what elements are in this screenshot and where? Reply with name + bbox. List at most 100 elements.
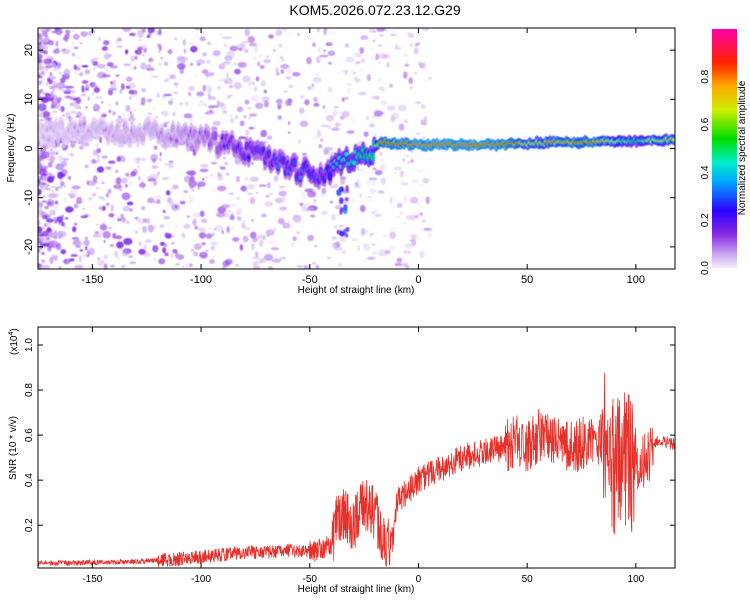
spectrogram-noise-cell [110,81,113,84]
spectrogram-noise-blob [251,243,255,251]
spectrogram-noise-cell [101,181,105,184]
spectrogram-noise-blob [313,96,318,103]
snr-x-tick-label: 50 [522,574,534,585]
spectrogram-noise-blob [87,266,96,269]
spectrogram-noise-blob [47,161,53,168]
spectrogram-noise-blob [69,188,79,193]
spectrogram-noise-blob [38,63,43,67]
spectrogram-noise-blob [38,249,41,253]
spectrogram-noise-cell [211,190,214,192]
spectrogram-noise-cell [159,224,164,228]
spectrogram-noise-cell [59,71,62,75]
spectrogram-noise-blob [80,215,88,219]
spectrogram-noise-cell [141,28,146,33]
spectrogram-noise-blob [377,190,385,194]
spectrogram-noise-cell [414,215,419,218]
spectrogram-noise-cell [147,112,152,115]
spectrogram-noise-blob [58,266,62,269]
spectrogram-noise-cell [374,132,378,137]
spectrogram-noise-blob [57,185,63,189]
spectrogram-noise-blob [247,107,251,110]
spectrogram-noise-cell [353,72,356,74]
spectrogram-noise-blob [357,244,361,251]
spectrogram-noise-blob [123,63,132,66]
spectrogram-noise-cell [250,81,253,85]
spectrogram-noise-blob [229,117,235,124]
spectrogram-noise-cell [97,257,100,260]
spectrogram-noise-blob [41,151,50,159]
spectrogram-noise-blob [135,49,142,55]
spectrogram-noise-blob [261,96,270,102]
spectrogram-noise-cell [137,165,140,169]
spectrogram-noise-cell [53,247,56,249]
spectrogram-noise-cell [359,68,363,72]
spectrogram-noise-blob [169,199,175,207]
spectrogram-noise-cell [219,33,223,36]
spectrogram-noise-blob [209,258,215,265]
spectrogram-noise-blob [108,54,113,57]
spectrogram-noise-cell [54,230,57,234]
spectrogram-noise-blob [410,234,418,240]
spectrogram-ridge-band [281,155,286,166]
spectrogram-noise-cell [202,52,207,57]
spectrogram-noise-blob [323,146,334,151]
spectrogram-noise-cell [183,49,186,53]
spectrogram-noise-blob [184,175,191,183]
spectrogram-noise-cell [177,144,181,147]
spectrogram-noise-blob [73,238,82,244]
spectrogram-noise-cell [357,179,359,183]
spectrogram-noise-cell [226,73,229,77]
spectrogram-noise-cell [171,242,174,245]
spectrogram-noise-cell [416,211,420,215]
spectrogram-noise-blob [191,187,195,192]
spectrogram-noise-cell [62,226,66,228]
spectrogram-noise-cell [371,49,374,51]
snr-y-tick-label: 0.2 [24,518,35,532]
spectrogram-noise-blob [396,202,403,209]
spectrogram-noise-cell [409,239,414,242]
spectrogram-noise-cell [195,35,198,38]
spectrogram-noise-cell [385,29,389,32]
spectrogram-noise-blob [179,66,184,74]
spectrogram-noise-blob [150,154,159,162]
spectrogram-ridge-band [327,171,333,182]
spectrogram-noise-cell [142,54,145,56]
spectrogram-noise-blob [236,175,240,183]
spectrogram-noise-blob [126,201,134,206]
spectrogram-noise-cell [106,202,110,206]
spectrogram-ridge-core [174,138,179,143]
spectrogram-noise-cell [42,226,45,230]
spectrogram-ridge-band [266,149,272,159]
spectrogram-noise-cell [355,78,361,83]
spectrogram-noise-cell [61,48,66,52]
spectrogram-noise-cell [121,265,125,269]
spectrogram-noise-cell [115,74,120,77]
spectrogram-noise-blob [237,216,242,221]
spectrogram-noise-blob [335,241,341,248]
spectrogram-noise-cell [55,231,58,233]
spectrogram-noise-blob [250,231,257,239]
spectrogram-noise-cell [42,200,47,203]
spectrogram-ridge-core [671,138,675,141]
spectrogram-noise-cell [81,90,85,93]
spectrogram-x-tick-label: -100 [190,274,212,286]
snr-y-tick-label: 0.6 [24,428,35,442]
spectrogram-noise-blob [255,251,259,258]
spectrogram-noise-blob [73,203,79,209]
spectrogram-noise-cell [82,207,85,210]
spectrogram-noise-blob [398,123,405,131]
spectrogram-noise-cell [170,234,175,238]
spectrogram-noise-cell [97,155,100,159]
spectrogram-noise-cell [255,192,259,194]
spectrogram-noise-cell [38,266,43,269]
spectrogram-noise-blob [252,237,258,243]
spectrogram-noise-blob [114,250,119,258]
spectrogram-noise-cell [73,46,79,50]
spectrogram-noise-blob [38,90,41,97]
spectrogram-noise-blob [223,77,234,85]
spectrogram-noise-blob [129,208,133,212]
spectrogram-noise-blob [38,44,45,52]
spectrogram-noise-cell [77,257,80,259]
spectrogram-noise-cell [189,118,193,122]
spectrogram-noise-blob [410,214,417,221]
